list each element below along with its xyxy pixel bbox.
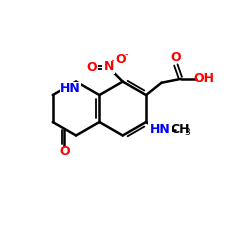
- Text: O: O: [59, 145, 70, 158]
- Text: OH: OH: [193, 72, 214, 86]
- Text: HN: HN: [150, 123, 170, 136]
- Text: CH: CH: [170, 123, 190, 136]
- Text: 3: 3: [184, 128, 190, 137]
- Text: O: O: [115, 53, 126, 66]
- Text: O: O: [86, 61, 97, 74]
- Text: O: O: [170, 51, 181, 64]
- Text: +: +: [110, 56, 117, 65]
- Text: HN: HN: [60, 82, 81, 95]
- Text: -: -: [124, 49, 128, 59]
- Text: N: N: [104, 60, 114, 73]
